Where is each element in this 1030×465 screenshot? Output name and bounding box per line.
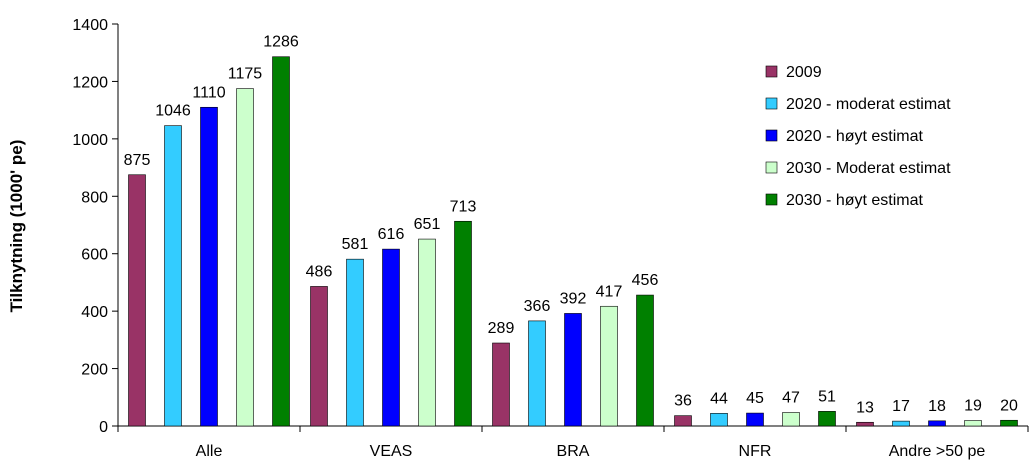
y-tick-label: 1000 [72,132,108,149]
y-tick-label: 200 [81,362,108,379]
bar [818,411,836,427]
bar [164,125,182,427]
data-label: 486 [306,263,333,280]
bar [454,220,472,427]
data-label: 36 [674,393,692,410]
y-tick-label: 600 [81,247,108,264]
y-tick-label: 1200 [72,74,108,91]
y-tick-label: 400 [81,304,108,321]
data-label: 17 [892,398,910,415]
x-category-label: NFR [739,443,772,460]
data-label: 44 [710,390,728,407]
bar [674,415,692,427]
x-category-label: BRA [557,443,590,460]
bar [782,412,800,427]
bars [128,56,1018,427]
bar [928,420,946,427]
legend-label: 2020 - høyt estimat [786,128,924,145]
legend-label: 2009 [786,64,822,81]
bar [382,248,400,427]
data-label: 47 [782,390,800,407]
data-label: 1046 [155,103,191,120]
bar [272,56,290,427]
data-label: 366 [524,298,551,315]
bar [564,313,582,427]
data-label: 616 [378,226,405,243]
legend: 2009 2020 - moderat estimat 2020 - høyt es… [765,64,951,209]
data-label: 581 [342,236,369,253]
legend-label: 2030 - Moderat estimat [786,160,951,177]
data-label: 289 [488,320,515,337]
bar [600,305,618,427]
data-label: 1175 [228,66,263,83]
data-label: 18 [928,398,946,415]
bar [346,258,364,427]
data-label: 392 [560,290,587,307]
bar [128,174,146,427]
data-label: 13 [856,399,874,416]
legend-label: 2020 - moderat estimat [786,96,951,113]
bar [236,88,254,427]
x-category-label: Alle [196,443,223,460]
y-tick-label: 800 [81,189,108,206]
bar [1000,419,1018,427]
bar [418,238,436,427]
data-label: 19 [964,398,982,415]
bar [310,286,328,427]
x-category-label: Andre >50 pe [889,443,986,460]
legend-swatch [765,129,778,142]
bar [492,342,510,427]
data-label: 20 [1000,397,1018,414]
bar [964,420,982,427]
bar [856,421,874,427]
data-label: 651 [414,216,441,233]
legend-swatch [765,193,778,206]
legend-swatch [765,97,778,110]
legend-label: 2030 - høyt estimat [786,192,924,209]
x-category-label: VEAS [370,443,413,460]
bar [892,420,910,427]
data-label: 1110 [192,84,225,101]
bar [200,106,218,427]
data-label: 1286 [263,34,299,51]
bar [710,413,728,427]
data-label: 713 [450,198,477,215]
y-tick-label: 0 [99,419,108,436]
bar [636,294,654,427]
data-label: 417 [596,283,623,300]
legend-swatch [765,161,778,174]
bar [528,320,546,427]
y-axis: 0 200 400 600 800 1000 1200 1400 [72,17,119,436]
data-label: 45 [746,390,764,407]
legend-swatch [765,65,778,78]
data-label: 875 [124,152,151,169]
y-axis-title: Tilknytning (1000' pe) [7,140,26,313]
x-axis: Alle VEAS BRA NFR Andre >50 pe [117,425,1029,460]
bar [746,412,764,427]
y-tick-label: 1400 [72,17,108,34]
data-label: 51 [818,388,836,405]
data-label: 456 [632,272,659,289]
